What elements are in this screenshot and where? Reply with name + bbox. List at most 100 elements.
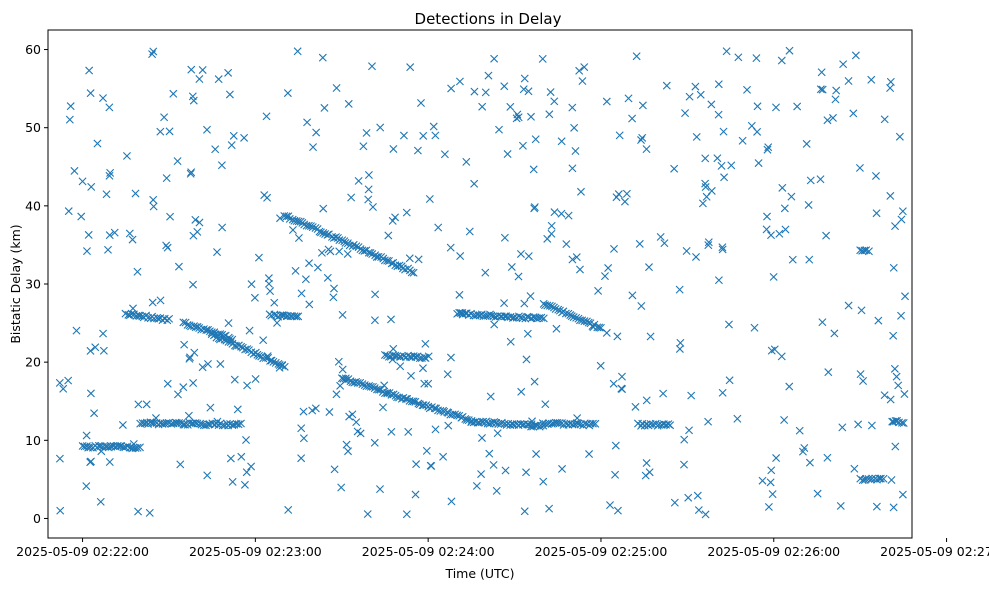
- clutter-point: [550, 97, 559, 106]
- clutter-point: [568, 103, 577, 112]
- clutter-point: [308, 406, 317, 415]
- clutter-point: [213, 248, 222, 257]
- clutter-point: [719, 127, 728, 136]
- clutter-point: [311, 404, 320, 413]
- clutter-point: [191, 215, 200, 224]
- clutter-point: [368, 62, 376, 71]
- clutter-point: [345, 412, 354, 421]
- clutter-point: [470, 179, 479, 188]
- track-point: [417, 354, 426, 363]
- clutter-point: [564, 211, 573, 220]
- clutter-point: [767, 466, 776, 475]
- clutter-point: [738, 136, 747, 145]
- clutter-point: [696, 90, 705, 99]
- clutter-point: [575, 66, 584, 75]
- track-point: [234, 420, 243, 429]
- clutter-point: [642, 145, 651, 154]
- clutter-point: [589, 323, 598, 332]
- clutter-point: [455, 290, 464, 299]
- clutter-point: [562, 240, 571, 249]
- clutter-point: [263, 352, 272, 361]
- clutter-point: [388, 216, 397, 225]
- clutter-point: [680, 435, 689, 444]
- clutter-point: [897, 311, 906, 320]
- clutter-point: [294, 234, 303, 242]
- clutter-point: [174, 262, 183, 271]
- track-point: [510, 313, 519, 322]
- clutter-point: [596, 361, 605, 370]
- clutter-point: [754, 159, 763, 168]
- clutter-point: [70, 166, 79, 175]
- y-tick-label: 50: [25, 120, 41, 135]
- y-tick-label: 60: [25, 42, 41, 57]
- clutter-point: [148, 298, 157, 307]
- clutter-point: [568, 255, 577, 264]
- clutter-point: [855, 163, 864, 172]
- clutter-point: [148, 50, 157, 59]
- track-point: [538, 419, 547, 428]
- clutter-point: [82, 247, 91, 256]
- clutter-point: [481, 88, 490, 97]
- clutter-point: [64, 376, 73, 385]
- x-tick-label: 2025-05-09 02:26:00: [707, 544, 840, 559]
- clutter-point: [344, 447, 353, 456]
- clutter-point: [447, 497, 456, 506]
- clutter-point: [822, 231, 831, 240]
- track-point: [175, 419, 184, 428]
- track-point: [350, 378, 359, 387]
- clutter-point: [889, 263, 898, 272]
- clutter-point: [714, 80, 723, 89]
- clutter-point: [229, 131, 238, 140]
- clutter-point: [169, 89, 178, 98]
- clutter-point: [242, 436, 251, 445]
- track-point: [179, 318, 188, 327]
- clutter-point: [85, 66, 94, 75]
- clutter-point: [313, 263, 322, 272]
- track-point: [418, 401, 427, 410]
- track-point: [383, 256, 392, 265]
- clutter-point: [65, 115, 74, 124]
- clutter-point: [670, 498, 679, 507]
- clutter-point: [105, 231, 114, 240]
- track-point: [539, 314, 548, 323]
- clutter-point: [387, 315, 395, 324]
- track-point: [224, 337, 233, 346]
- clutter-point: [371, 290, 380, 299]
- clutter-point: [575, 265, 584, 274]
- clutter-point: [768, 490, 777, 499]
- clutter-point: [363, 510, 372, 519]
- clutter-point: [330, 465, 339, 474]
- clutter-point: [299, 434, 308, 443]
- track-point: [868, 474, 877, 483]
- track-point: [323, 230, 332, 239]
- track-point: [255, 351, 264, 360]
- track-point: [523, 312, 532, 321]
- track-point: [316, 228, 325, 237]
- clutter-point: [787, 192, 796, 201]
- clutter-point: [186, 169, 195, 178]
- clutter-point: [645, 263, 653, 272]
- clutter-point: [421, 339, 430, 348]
- clutter-point: [195, 75, 204, 83]
- clutter-point: [78, 177, 87, 186]
- clutter-point: [104, 245, 112, 254]
- clutter-point: [383, 389, 392, 398]
- clutter-point: [701, 183, 710, 192]
- clutter-point: [531, 135, 540, 144]
- clutter-point: [247, 462, 256, 471]
- clutter-point: [216, 359, 225, 368]
- track-point: [286, 312, 295, 321]
- clutter-point: [642, 396, 651, 405]
- clutter-point: [414, 255, 423, 264]
- clutter-point: [725, 376, 734, 385]
- clutter-point: [129, 304, 137, 313]
- clutter-point: [110, 228, 119, 237]
- clutter-point: [379, 403, 387, 412]
- clutter-point: [305, 259, 314, 268]
- clutter-point: [724, 320, 733, 329]
- clutter-point: [424, 379, 433, 388]
- clutter-point: [312, 128, 321, 137]
- clutter-point: [890, 364, 899, 373]
- clutter-point: [389, 344, 398, 353]
- clutter-point: [701, 154, 710, 163]
